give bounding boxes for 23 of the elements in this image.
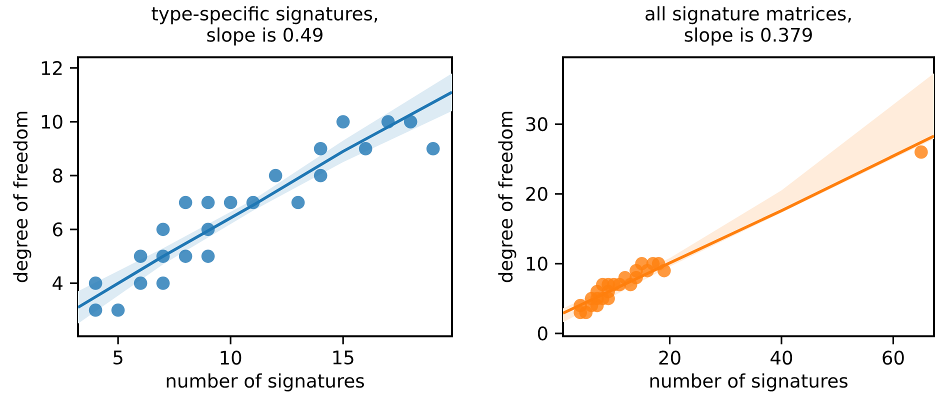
y-axis-title: degree of freedom — [13, 112, 32, 282]
x-tick-label: 10 — [220, 350, 242, 365]
x-axis-title: number of signatures — [166, 373, 364, 392]
x-tick-label: 20 — [659, 350, 680, 365]
y-tick-label: 10 — [526, 256, 548, 271]
y-tick-label: 8 — [52, 168, 62, 183]
y-tick-label: 20 — [526, 186, 548, 201]
x-tick-label: 15 — [333, 350, 354, 364]
chart-subtitle: slope is 0.49 — [207, 27, 322, 46]
y-tick-label: 6 — [52, 222, 62, 236]
chart-title: type-specific signatures, — [152, 6, 378, 24]
y-tick-label: 30 — [526, 117, 548, 132]
y-tick-label: 10 — [42, 114, 62, 129]
y-tick-label: 12 — [42, 60, 62, 75]
x-tick-label: 5 — [114, 350, 122, 364]
y-tick-label: 0 — [538, 326, 548, 340]
x-tick-label: 40 — [770, 350, 792, 365]
chart-title: all signature matrices, — [646, 6, 851, 24]
chart-subtitle: slope is 0.379 — [684, 27, 812, 46]
y-tick-label: 4 — [52, 276, 62, 290]
y-axis-title: degree of freedom — [498, 112, 516, 282]
x-axis-title: number of signatures — [650, 373, 848, 392]
x-tick-label: 60 — [882, 350, 904, 365]
